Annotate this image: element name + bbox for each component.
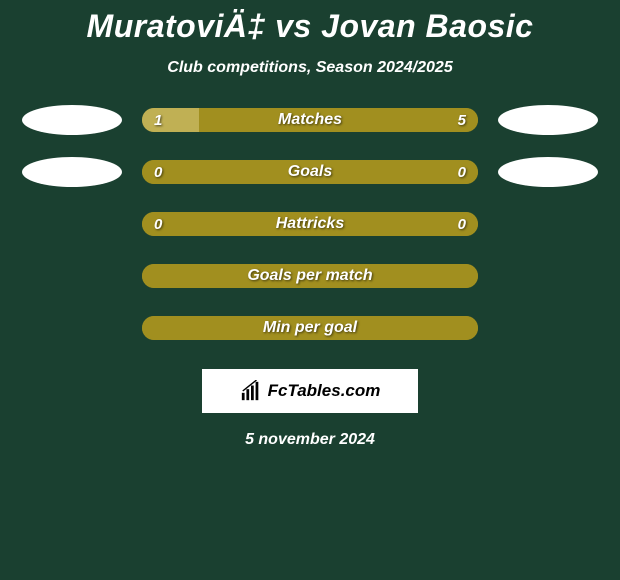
stat-row: 00Hattricks bbox=[0, 209, 620, 239]
logo-badge[interactable]: FcTables.com bbox=[202, 369, 418, 413]
avatar-left bbox=[22, 157, 122, 187]
stat-rows: 15Matches 00Goals 00Hattricks Goals per mat… bbox=[0, 105, 620, 343]
stat-bar: 00Hattricks bbox=[142, 212, 478, 236]
avatar-spacer bbox=[498, 209, 598, 239]
stat-row: 00Goals bbox=[0, 157, 620, 187]
stat-label: Goals per match bbox=[142, 264, 478, 288]
avatar-spacer bbox=[498, 313, 598, 343]
avatar-spacer bbox=[498, 261, 598, 291]
stat-bar: 00Goals bbox=[142, 160, 478, 184]
avatar-spacer bbox=[22, 209, 122, 239]
avatar-spacer bbox=[22, 313, 122, 343]
stat-bar: 15Matches bbox=[142, 108, 478, 132]
logo-text: FcTables.com bbox=[268, 381, 381, 401]
subtitle: Club competitions, Season 2024/2025 bbox=[0, 59, 620, 77]
avatar-spacer bbox=[22, 261, 122, 291]
stat-row: Goals per match bbox=[0, 261, 620, 291]
comparison-card: MuratoviÄ‡ vs Jovan Baosic Club competit… bbox=[0, 0, 620, 449]
stat-bar: Min per goal bbox=[142, 316, 478, 340]
stat-label: Goals bbox=[142, 160, 478, 184]
avatar-right bbox=[498, 105, 598, 135]
avatar-right bbox=[498, 157, 598, 187]
chart-icon bbox=[240, 380, 262, 402]
avatar-left bbox=[22, 105, 122, 135]
stat-row: Min per goal bbox=[0, 313, 620, 343]
page-title: MuratoviÄ‡ vs Jovan Baosic bbox=[0, 8, 620, 45]
stat-label: Hattricks bbox=[142, 212, 478, 236]
footer-date: 5 november 2024 bbox=[0, 431, 620, 449]
stat-label: Min per goal bbox=[142, 316, 478, 340]
stat-label: Matches bbox=[142, 108, 478, 132]
stat-row: 15Matches bbox=[0, 105, 620, 135]
stat-bar: Goals per match bbox=[142, 264, 478, 288]
